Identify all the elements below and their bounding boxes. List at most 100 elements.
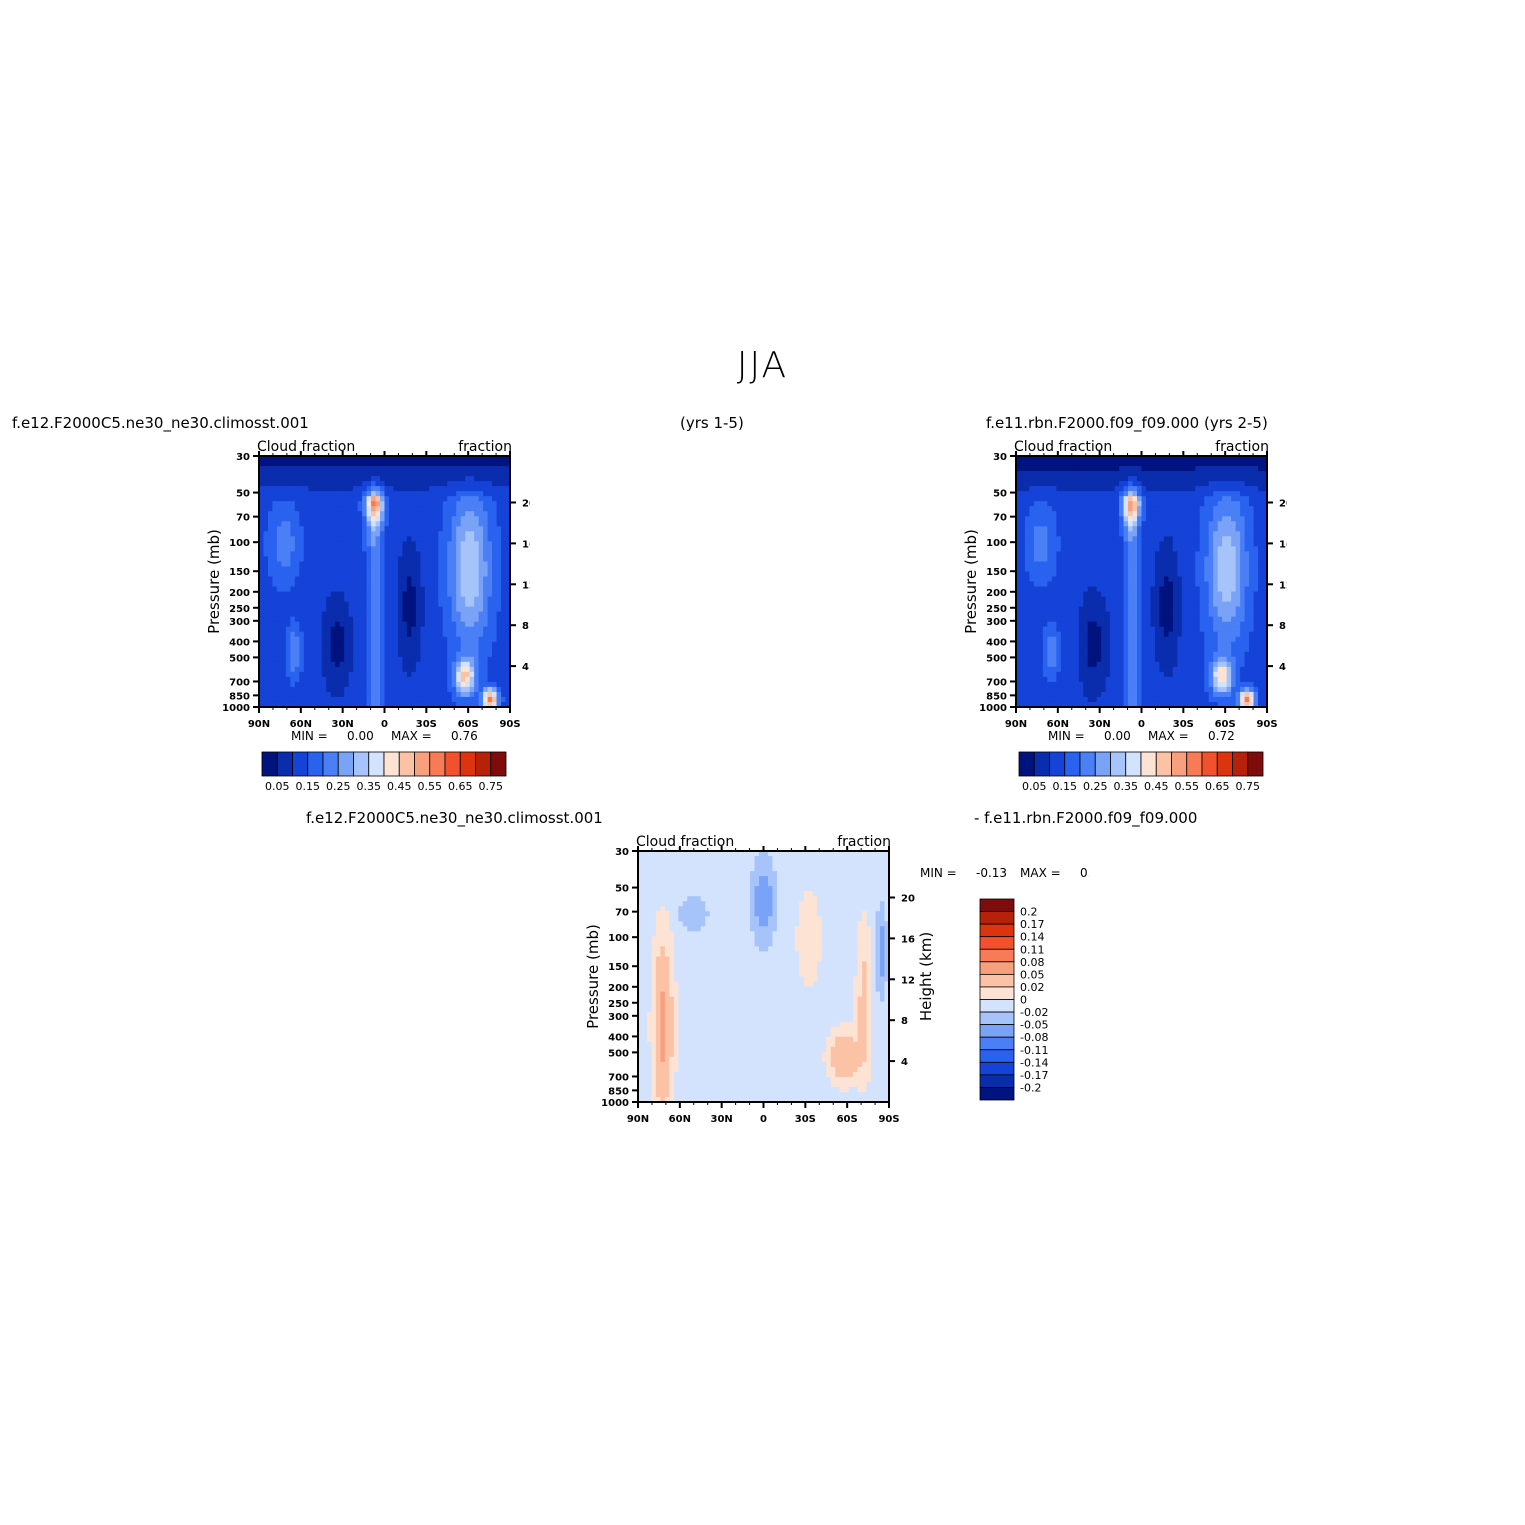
contour-cell — [285, 501, 291, 507]
contour-cell — [281, 601, 287, 608]
contour-cell — [1060, 701, 1066, 708]
contour-cell — [272, 701, 278, 708]
contour-cell — [1119, 536, 1125, 542]
contour-cell — [1110, 461, 1116, 467]
contour-cell — [1119, 661, 1125, 668]
contour-cell — [1186, 496, 1192, 502]
contour-cell — [1154, 631, 1161, 638]
min-value: 0.00 — [347, 729, 374, 743]
contour-cell — [1096, 546, 1102, 552]
contour-cell — [1119, 586, 1125, 593]
contour-cell — [344, 606, 350, 613]
contour-cell — [1190, 496, 1196, 502]
contour-cell — [1110, 471, 1116, 477]
contour-cell — [393, 481, 399, 487]
contour-cell — [1114, 676, 1120, 683]
contour-cell — [299, 576, 305, 583]
contour-cell — [335, 581, 341, 588]
contour-cell — [487, 526, 493, 532]
contour-cell — [1047, 691, 1053, 698]
contour-cell — [267, 456, 274, 462]
contour-cell — [460, 541, 466, 547]
contour-cell — [1145, 701, 1152, 708]
contour-cell — [335, 626, 341, 633]
contour-cell — [1123, 486, 1129, 492]
contour-cell — [1056, 581, 1062, 588]
contour-cell — [433, 461, 439, 467]
contour-cell — [1132, 466, 1138, 472]
contour-cell — [1078, 611, 1084, 618]
contour-cell — [1114, 516, 1120, 522]
contour-cell — [393, 601, 399, 608]
contour-cell — [1042, 536, 1048, 542]
contour-cell — [474, 566, 480, 573]
contour-cell — [1101, 501, 1107, 507]
contour-cell — [1042, 576, 1048, 583]
contour-cell — [478, 516, 484, 522]
contour-cell — [1163, 511, 1169, 517]
contour-cell — [1114, 601, 1120, 608]
contour-cell — [438, 496, 444, 502]
contour-cell — [1186, 481, 1192, 487]
contour-cell — [1105, 696, 1111, 703]
contour-cell — [1078, 471, 1084, 477]
contour-cell — [267, 521, 274, 527]
contour-cell — [474, 471, 480, 477]
contour-cell — [411, 586, 417, 593]
contour-cell — [344, 461, 350, 467]
contour-cell — [1123, 656, 1129, 663]
contour-cell — [362, 681, 368, 688]
contour-cell — [366, 616, 372, 623]
contour-cell — [1033, 496, 1040, 502]
contour-cell — [303, 506, 309, 512]
contour-cell — [1020, 671, 1026, 678]
contour-cell — [474, 601, 480, 608]
contour-cell — [1065, 666, 1071, 673]
contour-cell — [1159, 461, 1165, 467]
contour-cell — [1087, 526, 1093, 532]
contour-cell — [353, 501, 359, 507]
contour-cell — [397, 531, 404, 537]
contour-cell — [487, 536, 493, 542]
contour-cell — [478, 456, 484, 462]
contour-cell — [496, 551, 502, 557]
contour-cell — [1163, 591, 1169, 598]
contour-cell — [1181, 656, 1187, 663]
contour-cell — [487, 561, 493, 568]
contour-cell — [1154, 496, 1161, 502]
contour-cell — [474, 611, 480, 618]
contour-cell — [1029, 631, 1035, 638]
contour-cell — [424, 551, 430, 557]
contour-cell — [1190, 611, 1196, 618]
contour-cell — [483, 476, 489, 482]
contour-cell — [451, 651, 457, 658]
contour-cell — [460, 611, 466, 618]
contour-cell — [1078, 581, 1084, 588]
contour-cell — [1110, 671, 1116, 678]
contour-cell — [1168, 681, 1174, 688]
contour-cell — [1186, 701, 1192, 708]
contour-cell — [1128, 571, 1134, 578]
contour-cell — [1096, 536, 1102, 542]
contour-cell — [1145, 616, 1152, 623]
contour-cell — [483, 506, 489, 512]
contour-cell — [1087, 576, 1093, 583]
contour-cell — [1186, 626, 1192, 633]
contour-cell — [1047, 596, 1053, 603]
contour-cell — [411, 696, 417, 703]
contour-cell — [1172, 571, 1178, 578]
contour-cell — [1056, 561, 1062, 568]
contour-cell — [433, 546, 439, 552]
contour-cell — [1016, 591, 1022, 598]
contour-cell — [1060, 556, 1066, 563]
contour-cell — [1033, 476, 1040, 482]
contour-cell — [483, 676, 489, 683]
contour-cell — [447, 596, 453, 603]
contour-cell — [1069, 486, 1075, 492]
contour-cell — [496, 691, 502, 698]
contour-cell — [460, 496, 466, 502]
contour-cell — [1128, 626, 1134, 633]
contour-cell — [1029, 461, 1035, 467]
contour-cell — [1060, 661, 1066, 668]
contour-cell — [330, 496, 336, 502]
